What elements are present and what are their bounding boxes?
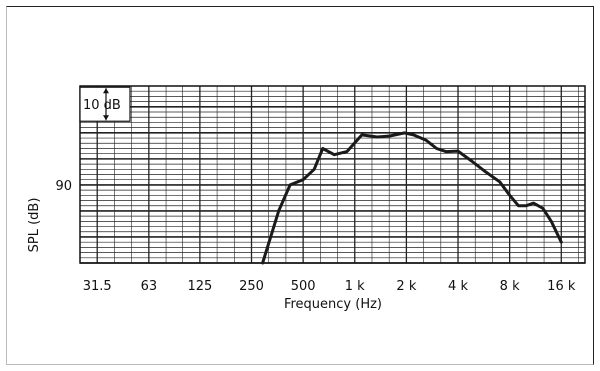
x-tick-label: 16 k (547, 279, 576, 294)
x-tick-label: 500 (291, 279, 316, 294)
x-tick-label: 31.5 (83, 279, 112, 294)
y-tick-labels: 90 (55, 179, 72, 194)
plot-border (79, 85, 586, 264)
scale-marker-arrow-down-icon (103, 115, 109, 121)
x-axis-label: Frequency (Hz) (284, 297, 382, 312)
x-tick-label: 125 (187, 279, 212, 294)
x-tick-label: 2 k (396, 279, 416, 294)
x-tick-label: 63 (141, 279, 158, 294)
x-tick-labels: 31.5 63 125 250 500 1 k 2 k 4 k 8 k 16 k (83, 279, 576, 294)
x-tick-label: 250 (239, 279, 264, 294)
y-axis-label: SPL (dB) (27, 198, 42, 253)
plot-grid (79, 85, 585, 264)
scale-marker-label: 10 dB (83, 98, 121, 113)
scale-marker-arrow-up-icon (103, 88, 109, 94)
y-tick-label: 90 (55, 179, 72, 194)
series-line-spl (261, 131, 563, 265)
x-tick-label: 1 k (345, 279, 365, 294)
scale-marker: 10 dB (79, 86, 131, 122)
series-layer (261, 131, 563, 265)
x-tick-label: 4 k (448, 279, 468, 294)
x-tick-label: 8 k (500, 279, 520, 294)
figure-frame (6, 6, 594, 365)
